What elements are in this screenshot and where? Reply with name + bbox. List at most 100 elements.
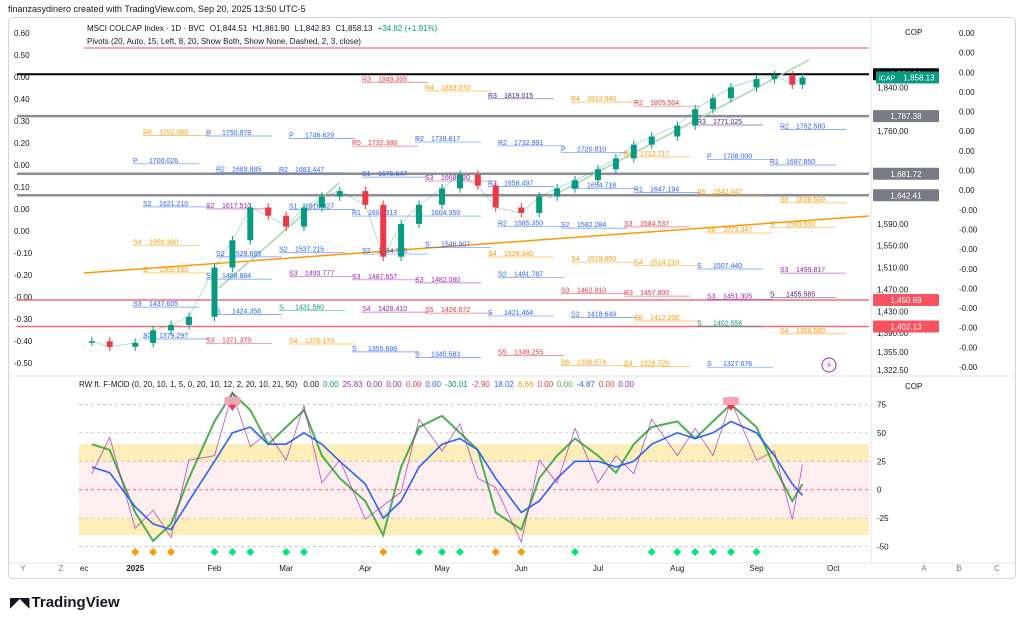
pivot-value: 1805.504 xyxy=(650,100,679,107)
symbol-legend[interactable]: MSCI COLCAP Index · 1D · BVC O1,844.51 H… xyxy=(87,24,440,33)
candle-body xyxy=(612,158,619,170)
right-axis-label: 0.00 xyxy=(959,186,975,195)
ticker-badge xyxy=(876,71,898,84)
pivot-value: 1519.850 xyxy=(587,256,616,263)
overbought-marker xyxy=(722,397,739,405)
pivot-tag: S xyxy=(770,291,775,298)
buy-marker xyxy=(455,548,464,556)
time-axis-label: ec xyxy=(80,564,88,573)
candle-body xyxy=(88,341,95,343)
low-value: L1,842.83 xyxy=(294,24,331,33)
pivot-tag: S5 xyxy=(425,307,434,314)
pivot-value: 1585.350 xyxy=(514,220,543,227)
pivot-value: 1345.583 xyxy=(431,351,460,358)
right-axis-label: -0.00 xyxy=(959,245,978,254)
oscillator-axis-label: 75 xyxy=(877,400,886,409)
candle-body xyxy=(398,223,405,257)
axis-corner-button: Z xyxy=(59,564,64,573)
pivot-tag: S3 xyxy=(624,221,633,228)
pivot-value: 1349.255 xyxy=(514,349,543,356)
pivot-tag: S xyxy=(279,304,284,311)
chart-canvas[interactable]: 0.600.500.000.400.300.200.000.100.000.00… xyxy=(9,18,1016,579)
chart-frame[interactable]: 0.60 0.50 0.00 0.40 0.30 0.20 0.00 0.10 0.00 0.00… xyxy=(8,17,1016,579)
pivot-tag: S3 xyxy=(561,287,570,294)
pivot-tag: S4 xyxy=(488,251,497,258)
pivot-tag: R5 xyxy=(352,140,361,147)
right-axis-label: 0.00 xyxy=(959,147,975,156)
right-axis-label: 0.00 xyxy=(959,167,975,176)
pivot-tag: S2 xyxy=(279,247,288,254)
buy-marker xyxy=(282,548,291,556)
currency-label-top[interactable]: COP xyxy=(902,27,926,38)
price-badge-label: 1,787.38 xyxy=(890,112,922,121)
sell-marker xyxy=(379,548,388,556)
pivot-tag: R1 xyxy=(770,159,779,166)
oscillator-axis-label: 50 xyxy=(877,429,886,438)
left-axis-label: 0.50 xyxy=(14,51,30,60)
candle-body xyxy=(771,75,778,80)
pivot-tag: R3 xyxy=(362,76,371,83)
candle-body xyxy=(229,240,236,268)
left-axis-label: 0.40 xyxy=(14,95,30,104)
sell-marker xyxy=(131,548,140,556)
tradingview-logo-text: TradingView xyxy=(31,594,120,611)
pivot-tag: R4 xyxy=(571,96,580,103)
ticker-badge-label: ICAP xyxy=(879,75,896,82)
overbought-arrow xyxy=(228,405,237,411)
pivot-value: 1529.340 xyxy=(504,251,533,258)
last-price-badge-label: 1,858.13 xyxy=(903,73,935,82)
pivot-tag: S4 xyxy=(634,259,643,266)
price-badge xyxy=(873,320,939,333)
price-tick-label: 1,550.00 xyxy=(877,242,909,251)
tradingview-logo[interactable]: ◤◥ TradingView xyxy=(10,594,120,611)
pivot-tag: R3 xyxy=(697,119,706,126)
candle-body xyxy=(265,207,272,216)
candle-body xyxy=(283,215,290,227)
pivot-tag: R xyxy=(206,130,211,137)
oscillator-value: 0.00 xyxy=(598,380,615,389)
pivot-tag: S xyxy=(425,241,430,248)
pivot-tag: S5 xyxy=(780,197,789,204)
pivot-value: 1746.629 xyxy=(305,132,334,139)
pivot-value: 1421.464 xyxy=(504,310,533,317)
pivot-tag: R1 xyxy=(634,187,643,194)
pivot-value: 1628.509 xyxy=(796,197,825,204)
time-axis-label: Feb xyxy=(208,564,222,573)
pivot-tag: S xyxy=(488,310,493,317)
left-axis-label: 0.10 xyxy=(14,183,30,192)
pivot-value: 1683.885 xyxy=(232,167,261,174)
lightning-glyph: ⚡ xyxy=(826,361,832,370)
pivots-legend[interactable]: Pivots (20, Auto, 15, Left, 8, 20, Show … xyxy=(87,37,361,46)
pivot-tag: S2 xyxy=(498,272,507,279)
oscillator-value: 0.00 xyxy=(425,380,441,389)
sell-marker xyxy=(491,548,500,556)
candle-body xyxy=(674,125,681,137)
pivot-tag: R3 xyxy=(488,93,497,100)
buy-marker xyxy=(228,548,237,556)
pivot-value: 1493.777 xyxy=(305,270,334,277)
time-axis-label: Apr xyxy=(359,564,372,573)
candle-body xyxy=(594,169,601,181)
pivot-tag: S xyxy=(143,267,148,274)
pivot-tag: S xyxy=(216,308,221,315)
symbol-title: MSCI COLCAP Index · 1D · BVC xyxy=(87,24,205,33)
pivot-value: 1537.215 xyxy=(295,247,324,254)
candle-body xyxy=(492,185,499,208)
pivot-value: 1720.810 xyxy=(577,146,606,153)
oscillator-value: -30.01 xyxy=(444,380,468,389)
pivot-tag: S xyxy=(697,320,702,327)
left-axis-label: -0.20 xyxy=(14,271,33,280)
pivot-value: 1658.497 xyxy=(504,180,533,187)
left-axis-label: 0.00 xyxy=(14,161,30,170)
axis-corner-button: A xyxy=(921,564,927,573)
pivot-value: 1534.778 xyxy=(378,248,407,255)
price-tick-label: 1,840.00 xyxy=(877,83,909,92)
axis-corner-button: C xyxy=(994,564,1000,573)
price-tick-label: 1,510.00 xyxy=(877,264,909,273)
pivot-tag: S4 xyxy=(624,361,633,368)
candle-body xyxy=(416,204,423,224)
time-axis-label: Mar xyxy=(279,564,293,573)
oscillator-legend[interactable]: RW ft. F-MOD (0, 20, 10, 1, 5, 0, 20, 10… xyxy=(79,380,642,389)
price-tick-label: 1,470.00 xyxy=(877,285,909,294)
currency-label-bottom[interactable]: COP xyxy=(902,381,926,392)
